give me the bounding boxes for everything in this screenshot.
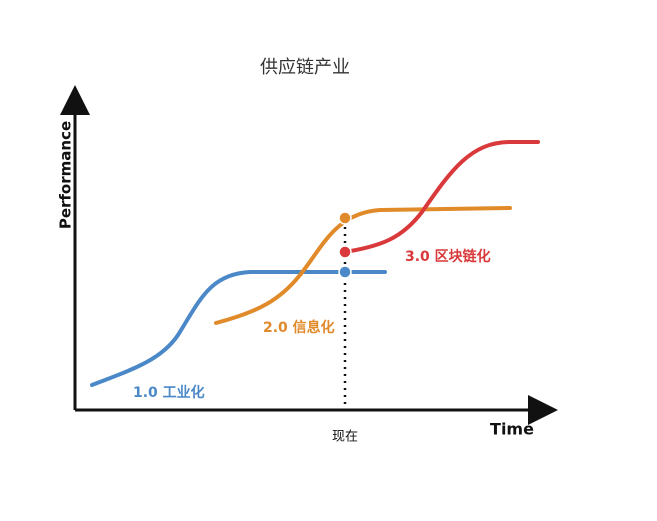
point [338, 245, 352, 259]
curve-label: 1.0 工业化 [133, 384, 205, 401]
curve [214, 206, 512, 325]
x-axis-label: Time [490, 420, 534, 439]
curve [90, 270, 387, 387]
title: 供应链产业 [260, 57, 350, 78]
y-axis-label: Performance [57, 121, 75, 229]
curve-label: 3.0 区块链化 [405, 248, 491, 265]
curve-label: 2.0 信息化 [263, 319, 335, 336]
point [338, 265, 352, 279]
now-label: 现在 [332, 430, 358, 445]
point [338, 211, 352, 225]
curve [343, 140, 540, 254]
